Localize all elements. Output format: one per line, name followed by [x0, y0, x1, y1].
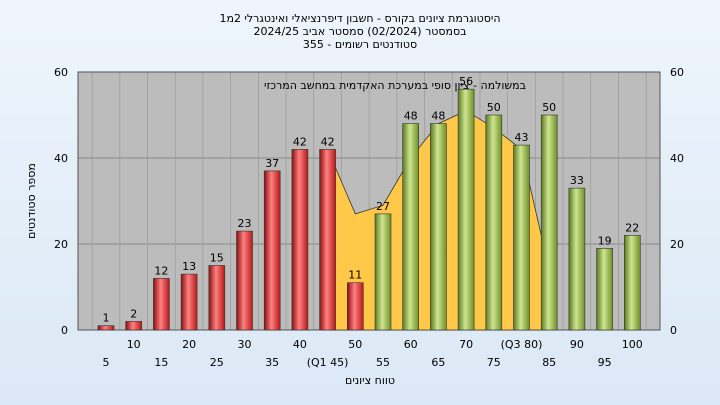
y-tick-left-40: 40: [54, 152, 68, 165]
y-tick-left-0: 0: [61, 324, 68, 337]
bar-80: [513, 144, 530, 331]
x-tick-55: 55: [376, 356, 390, 369]
x-tick-30: 30: [238, 338, 252, 351]
value-label-65: 48: [431, 110, 445, 123]
value-label-45: 42: [321, 135, 335, 148]
x-tick-85: 85: [542, 356, 556, 369]
chart-annotation: במשולמה - ציון סופי במערכת האקדמית במחשב…: [264, 79, 526, 92]
y-tick-right-60: 60: [670, 66, 684, 79]
title-line-2: בסמסטר (02/2024) סמסטר אביב 2024/25: [253, 25, 466, 38]
value-label-20: 13: [182, 260, 196, 273]
x-tick-5: 5: [103, 356, 110, 369]
bar-90: [568, 187, 586, 331]
x-tick-45: (Q1 45): [307, 356, 349, 369]
bar-65: [430, 123, 447, 331]
value-label-100: 22: [625, 221, 639, 234]
bar-45: [319, 149, 336, 331]
bar-40: [291, 149, 309, 331]
bar-75: [485, 114, 503, 331]
title-line-1: היסטוגרמת ציונים בקורס - חשבון דיפרנציאל…: [219, 12, 500, 25]
value-label-15: 12: [154, 264, 168, 277]
bar-70: [457, 88, 475, 331]
title-line-3: סטודנטים רשומים - 355: [303, 38, 417, 51]
chart-title: היסטוגרמת ציונים בקורס - חשבון דיפרנציאל…: [219, 12, 500, 51]
value-label-35: 37: [265, 157, 279, 170]
x-tick-35: 35: [265, 356, 279, 369]
y-tick-left-60: 60: [54, 66, 68, 79]
x-tick-65: 65: [431, 356, 445, 369]
value-label-30: 23: [238, 217, 252, 230]
value-label-75: 50: [487, 101, 501, 114]
value-label-95: 19: [598, 234, 612, 247]
bar-10: [125, 321, 142, 331]
y-axis-title: מספר סטודנטים: [25, 163, 38, 239]
x-tick-40: 40: [293, 338, 307, 351]
value-label-60: 48: [404, 110, 418, 123]
y-axis-right: 0 20 40 60: [670, 66, 684, 337]
value-label-50: 11: [348, 269, 362, 282]
value-label-90: 33: [570, 174, 584, 187]
bar-85: [540, 114, 558, 331]
x-tick-100: 100: [622, 338, 643, 351]
bar-55: [374, 213, 392, 331]
value-label-40: 42: [293, 135, 307, 148]
value-label-55: 27: [376, 200, 390, 213]
y-tick-right-20: 20: [670, 238, 684, 251]
y-tick-right-0: 0: [670, 324, 677, 337]
x-tick-60: 60: [404, 338, 418, 351]
x-axis: 5 10 15 20 25 30 35 40(Q1 45) 50 55 60 65 70 75(Q3 80…: [103, 338, 643, 369]
bar-60: [402, 123, 420, 331]
x-tick-10: 10: [127, 338, 141, 351]
bar-30: [236, 230, 253, 331]
bar-95: [596, 248, 613, 331]
x-tick-80: (Q3 80): [501, 338, 543, 351]
x-tick-90: 90: [570, 338, 584, 351]
bar-25: [208, 265, 226, 331]
bars: [97, 88, 641, 331]
x-tick-20: 20: [182, 338, 196, 351]
bar-35: [263, 170, 281, 331]
x-axis-title: טווח ציונים: [345, 374, 395, 387]
x-tick-25: 25: [210, 356, 224, 369]
bar-50: [346, 282, 364, 331]
y-axis-left: 0 20 40 60: [54, 66, 68, 337]
value-label-70: 56: [459, 75, 473, 88]
x-tick-50: 50: [348, 338, 362, 351]
x-tick-70: 70: [459, 338, 473, 351]
bar-15: [153, 278, 170, 331]
bar-100: [623, 235, 641, 331]
bar-20: [180, 273, 198, 331]
y-tick-left-20: 20: [54, 238, 68, 251]
y-tick-right-40: 40: [670, 152, 684, 165]
value-label-5: 1: [103, 312, 110, 325]
x-tick-15: 15: [154, 356, 168, 369]
bar-5: [97, 325, 115, 331]
value-label-25: 15: [210, 252, 224, 265]
value-label-85: 50: [542, 101, 556, 114]
x-tick-95: 95: [598, 356, 612, 369]
value-label-10: 2: [130, 307, 137, 320]
value-label-80: 43: [515, 131, 529, 144]
x-tick-75: 75: [487, 356, 501, 369]
